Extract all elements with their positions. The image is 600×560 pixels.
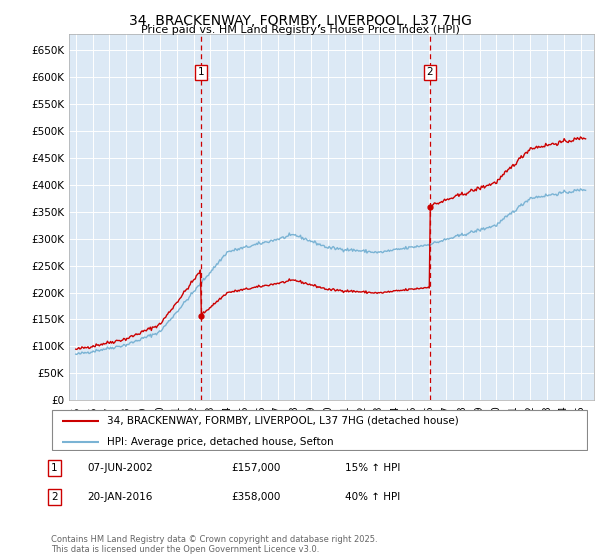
- Text: 15% ↑ HPI: 15% ↑ HPI: [345, 463, 400, 473]
- Text: £358,000: £358,000: [231, 492, 280, 502]
- Text: HPI: Average price, detached house, Sefton: HPI: Average price, detached house, Seft…: [107, 437, 334, 446]
- Text: 20-JAN-2016: 20-JAN-2016: [87, 492, 152, 502]
- Text: Price paid vs. HM Land Registry's House Price Index (HPI): Price paid vs. HM Land Registry's House …: [140, 25, 460, 35]
- Text: Contains HM Land Registry data © Crown copyright and database right 2025.
This d: Contains HM Land Registry data © Crown c…: [51, 535, 377, 554]
- Text: 34, BRACKENWAY, FORMBY, LIVERPOOL, L37 7HG (detached house): 34, BRACKENWAY, FORMBY, LIVERPOOL, L37 7…: [107, 416, 459, 426]
- Text: 40% ↑ HPI: 40% ↑ HPI: [345, 492, 400, 502]
- Text: £157,000: £157,000: [231, 463, 280, 473]
- FancyBboxPatch shape: [52, 410, 587, 450]
- Text: 1: 1: [51, 463, 58, 473]
- Text: 07-JUN-2002: 07-JUN-2002: [87, 463, 153, 473]
- Text: 2: 2: [427, 67, 433, 77]
- Text: 34, BRACKENWAY, FORMBY, LIVERPOOL, L37 7HG: 34, BRACKENWAY, FORMBY, LIVERPOOL, L37 7…: [128, 14, 472, 28]
- Text: 2: 2: [51, 492, 58, 502]
- Text: 1: 1: [197, 67, 204, 77]
